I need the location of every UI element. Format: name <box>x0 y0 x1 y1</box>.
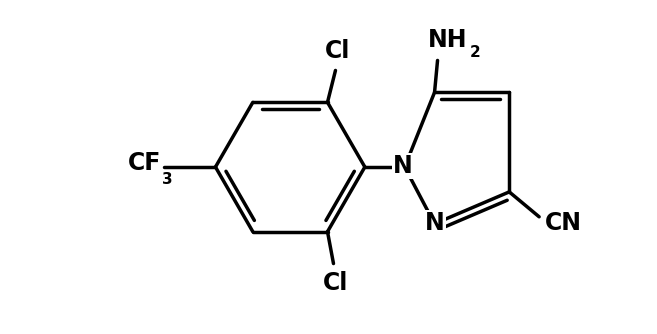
Text: NH: NH <box>428 28 467 52</box>
Text: 3: 3 <box>162 172 172 187</box>
Text: Cl: Cl <box>323 271 348 295</box>
Text: N: N <box>424 211 444 235</box>
Text: Cl: Cl <box>325 39 350 63</box>
Text: N: N <box>393 154 413 178</box>
Text: CN: CN <box>545 211 582 235</box>
Text: CF: CF <box>128 151 162 175</box>
Text: 2: 2 <box>469 45 480 60</box>
